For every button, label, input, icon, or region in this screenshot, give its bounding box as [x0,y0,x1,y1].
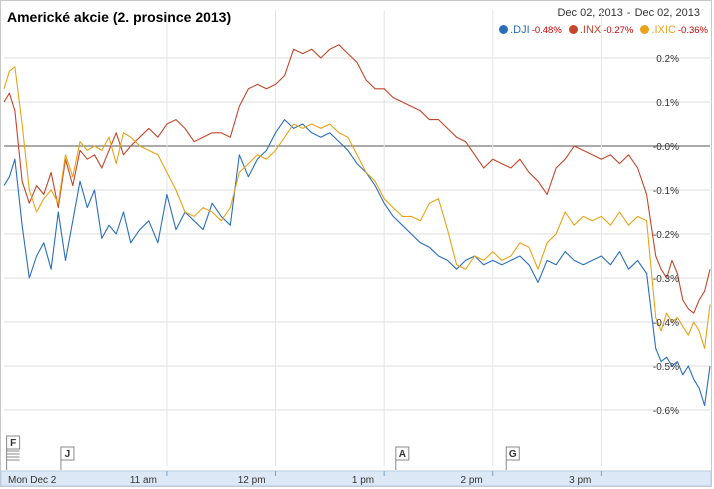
event-markers: F J A G [6,435,520,470]
legend-item-ixic[interactable]: .IXIC -0.36% [640,24,708,36]
legend-item-inx[interactable]: .INX -0.27% [568,24,634,36]
y-tick-label: -0.4% [653,318,679,329]
x-tick-label: Mon Dec 2 [8,475,57,486]
x-tick-label: 2 pm [461,475,483,486]
event-marker-j[interactable]: J [60,446,75,470]
y-tick-label: -0.5% [653,362,679,373]
legend-symbol: .DJI [510,24,530,36]
date-range-end: Dec 02, 2013 [634,7,700,19]
y-tick-label: -0.6% [653,406,679,417]
y-tick-label: 0.1% [656,98,679,109]
y-tick-label: -0.3% [653,274,679,285]
legend-dot-icon [499,25,509,34]
legend-symbol: .INX [579,24,602,36]
chart-legend: .DJI -0.48% .INX -0.27% .IXIC -0.36% [495,24,708,36]
chart-title: Americké akcie (2. prosince 2013) [7,9,232,25]
y-tick-label: -0.0% [653,142,679,153]
grid-layer [4,10,710,466]
event-marker-label: J [65,449,71,460]
event-marker-a[interactable]: A [395,446,410,470]
legend-change: -0.36% [677,25,708,36]
date-range-start: Dec 02, 2013 [557,7,623,19]
y-tick-label: 0.2% [656,54,679,65]
series-line-inx [3,44,711,314]
y-tick-label: -0.1% [653,186,679,197]
series-layer [3,44,711,407]
series-line-dji [3,119,711,407]
event-marker-box [6,435,21,450]
event-marker-box [395,446,410,461]
x-tick-label: 12 pm [238,475,266,486]
series-line-ixic [3,66,711,349]
y-axis: 0.2% 0.1% -0.0% -0.1% -0.2% -0.3% -0.4% -0.5% -0… [653,54,679,417]
x-tick-label: 3 pm [569,475,591,486]
legend-change: -0.48% [531,25,562,36]
legend-dot-icon [568,25,578,34]
event-marker-label: A [399,449,406,460]
legend-item-dji[interactable]: .DJI -0.48% [499,24,562,36]
y-tick-label: -0.2% [653,230,679,241]
event-marker-f[interactable]: F [6,435,21,470]
x-axis-bar [0,470,712,487]
event-marker-g[interactable]: G [505,446,520,470]
legend-symbol: .IXIC [651,24,676,36]
event-marker-box [505,446,520,461]
legend-change: -0.27% [603,25,634,36]
date-range-separator: - [626,7,631,19]
event-marker-box [60,446,75,461]
legend-dot-icon [640,25,650,34]
date-range: Dec 02, 2013- Dec 02, 2013 [557,7,700,19]
x-tick-label: 11 am [130,475,157,486]
event-marker-label: F [10,438,16,449]
x-axis: Mon Dec 2 11 am 12 pm 1 pm 2 pm 3 pm [0,470,712,487]
x-tick-label: 1 pm [352,475,374,486]
event-marker-label: G [509,449,517,460]
